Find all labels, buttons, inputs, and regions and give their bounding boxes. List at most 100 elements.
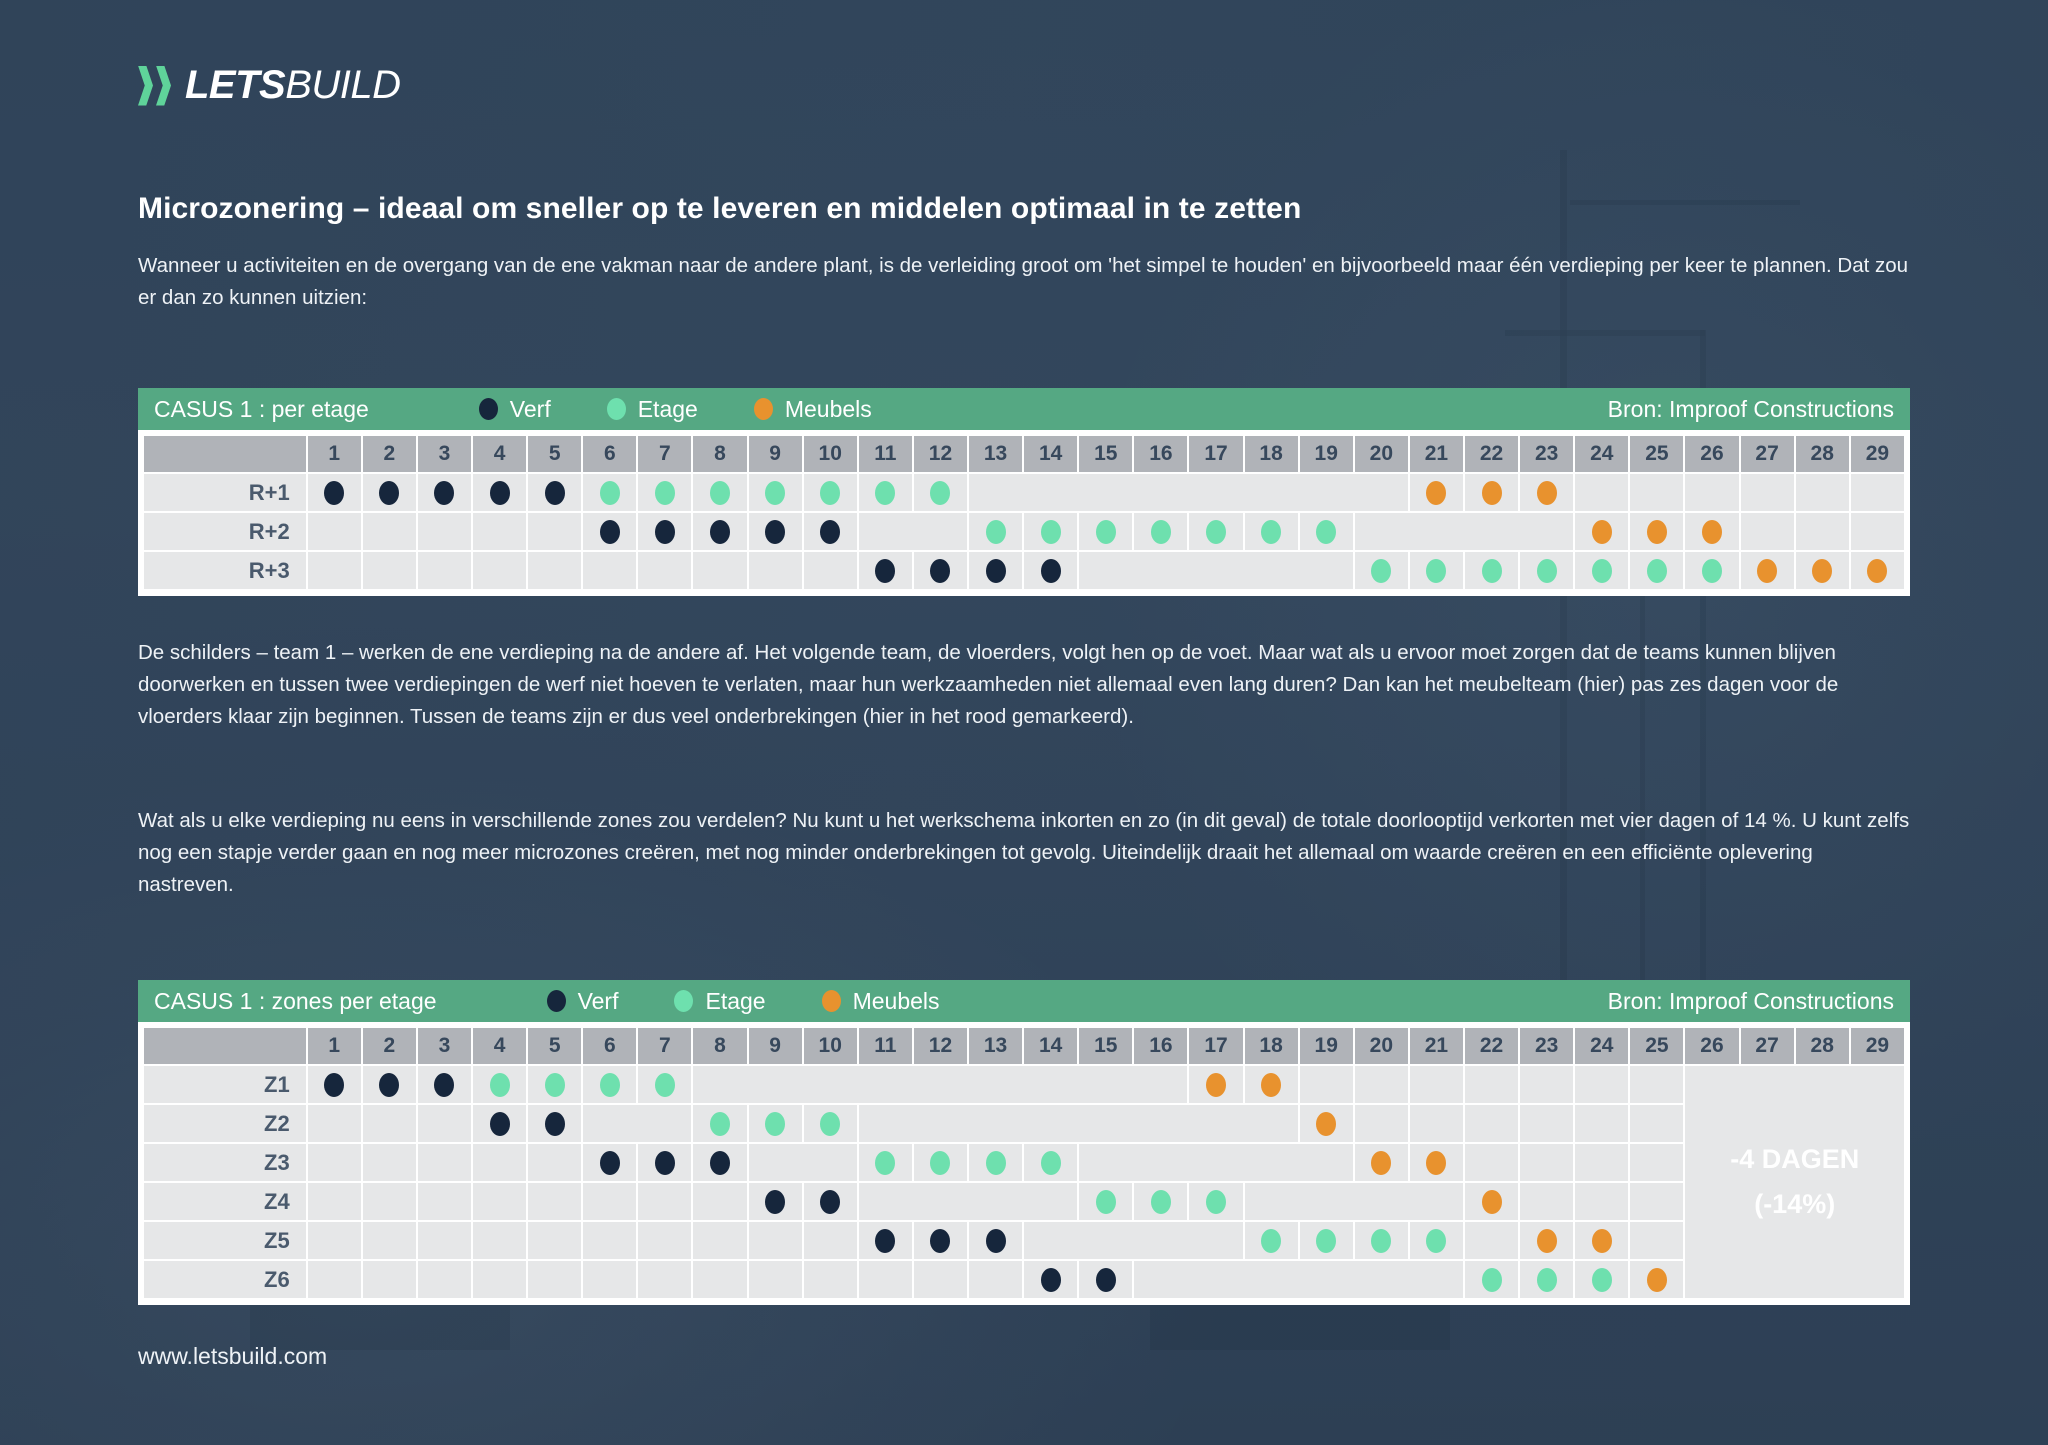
verf-dot-icon (820, 519, 841, 544)
etage-dot-icon (1536, 558, 1557, 583)
column-header-day: 21 (1409, 436, 1463, 472)
task-cell-etage (1409, 1222, 1463, 1259)
legend-label-meubels: Meubels (784, 395, 872, 422)
empty-cell (1575, 1144, 1629, 1181)
empty-cell (362, 1144, 416, 1181)
empty-cell (528, 1144, 582, 1181)
verf-dot-icon (1095, 1267, 1116, 1292)
logo-text-bold: LETS (185, 63, 286, 107)
column-header-day: 24 (1575, 436, 1629, 472)
task-cell-etage (1354, 552, 1408, 589)
empty-cell (1630, 1144, 1684, 1181)
verf-dot-icon (489, 480, 510, 505)
empty-cell (858, 1261, 912, 1298)
task-cell-etage (1464, 552, 1519, 589)
meubel-dot-icon (1536, 480, 1557, 505)
etage-dot-icon (985, 1150, 1006, 1175)
interruption-bar (858, 1105, 1298, 1142)
column-header-day: 10 (803, 436, 857, 472)
legend-item-meubels: Meubels (753, 395, 872, 423)
task-cell-meubel (1409, 1144, 1463, 1181)
empty-cell (1520, 1183, 1574, 1220)
task-cell-meubel (1464, 1183, 1519, 1220)
task-cell-etage (748, 474, 802, 511)
row-label: Z1 (144, 1066, 306, 1103)
task-cell-meubel (1299, 1105, 1353, 1142)
empty-cell (362, 1105, 416, 1142)
task-cell-meubel (1630, 1261, 1684, 1298)
column-header-day: 3 (417, 1028, 472, 1064)
meubel-dot-icon (1646, 519, 1667, 544)
empty-cell (307, 1222, 361, 1259)
empty-cell (1575, 1066, 1629, 1103)
etage-dot-icon (1701, 558, 1722, 583)
empty-cell (528, 1183, 582, 1220)
savings-panel: -4 DAGEN (-14%) (1685, 1066, 1904, 1298)
empty-cell (417, 552, 472, 589)
column-header-day: 11 (858, 436, 912, 472)
logo-text: LETSBUILD (185, 63, 401, 108)
verf-dot-icon (765, 519, 786, 544)
empty-cell (1740, 474, 1794, 511)
row-label: Z6 (144, 1261, 306, 1298)
etage-dot-icon (654, 480, 675, 505)
empty-cell (1795, 513, 1849, 550)
task-cell-meubel (1795, 552, 1849, 589)
column-header-day: 1 (307, 436, 361, 472)
chart-source: Bron: Improof Constructions (1607, 395, 1894, 422)
empty-cell (307, 1144, 361, 1181)
empty-cell (1575, 474, 1629, 511)
task-cell-meubel (1520, 1222, 1574, 1259)
column-header-day: 18 (1244, 1028, 1298, 1064)
task-cell-verf (583, 1144, 637, 1181)
verf-dot-icon (324, 480, 345, 505)
table-row: Z1 -4 DAGEN (-14%) (144, 1066, 1904, 1298)
meubel-dot-icon (1646, 1267, 1667, 1292)
column-header-day: 27 (1740, 436, 1794, 472)
task-cell-verf (913, 552, 967, 589)
etage-dot-icon (1095, 519, 1116, 544)
empty-cell (913, 1261, 967, 1298)
empty-cell (1520, 1066, 1574, 1103)
empty-cell (528, 513, 582, 550)
empty-cell (307, 1261, 361, 1298)
legend-label-verf: Verf (509, 395, 551, 422)
column-header-day: 19 (1299, 1028, 1353, 1064)
row-label: R+1 (144, 474, 306, 511)
empty-cell (1740, 513, 1794, 550)
empty-cell (1464, 1144, 1519, 1181)
empty-cell (1354, 1105, 1408, 1142)
empty-cell (528, 1222, 582, 1259)
task-cell-meubel (1409, 474, 1463, 511)
empty-cell (969, 1261, 1023, 1298)
empty-cell (1464, 1066, 1519, 1103)
verf-dot-icon (489, 1111, 510, 1136)
task-cell-etage (1575, 1261, 1629, 1298)
brand-logo[interactable]: LETSBUILD (138, 63, 401, 108)
verf-dot-icon (1040, 1267, 1061, 1292)
column-header-day: 25 (1630, 436, 1684, 472)
empty-cell (638, 552, 692, 589)
task-cell-meubel (1575, 1222, 1629, 1259)
empty-cell (417, 1261, 472, 1298)
interruption-bar (1079, 552, 1353, 589)
task-cell-etage (1354, 1222, 1408, 1259)
etage-dot-icon (1316, 519, 1337, 544)
gantt-chart-zones-per-etage: CASUS 1 : zones per etage Verf Etage Meu… (138, 980, 1910, 1305)
task-cell-etage (1299, 1222, 1353, 1259)
etage-dot-icon (1150, 519, 1171, 544)
task-cell-etage (1630, 552, 1684, 589)
task-cell-verf (473, 1105, 527, 1142)
empty-cell (748, 1222, 802, 1259)
empty-cell (528, 552, 582, 589)
etage-dot-icon (1536, 1267, 1557, 1292)
footer-url[interactable]: www.letsbuild.com (138, 1343, 328, 1369)
task-cell-verf (858, 1222, 912, 1259)
etage-dot-icon (1426, 1228, 1447, 1253)
column-header-day: 12 (913, 436, 967, 472)
column-header-day: 24 (1575, 1028, 1629, 1064)
legend-label-etage: Etage (705, 987, 766, 1014)
empty-cell (1685, 474, 1739, 511)
verf-dot-icon (599, 1150, 620, 1175)
task-cell-verf (638, 1144, 692, 1181)
